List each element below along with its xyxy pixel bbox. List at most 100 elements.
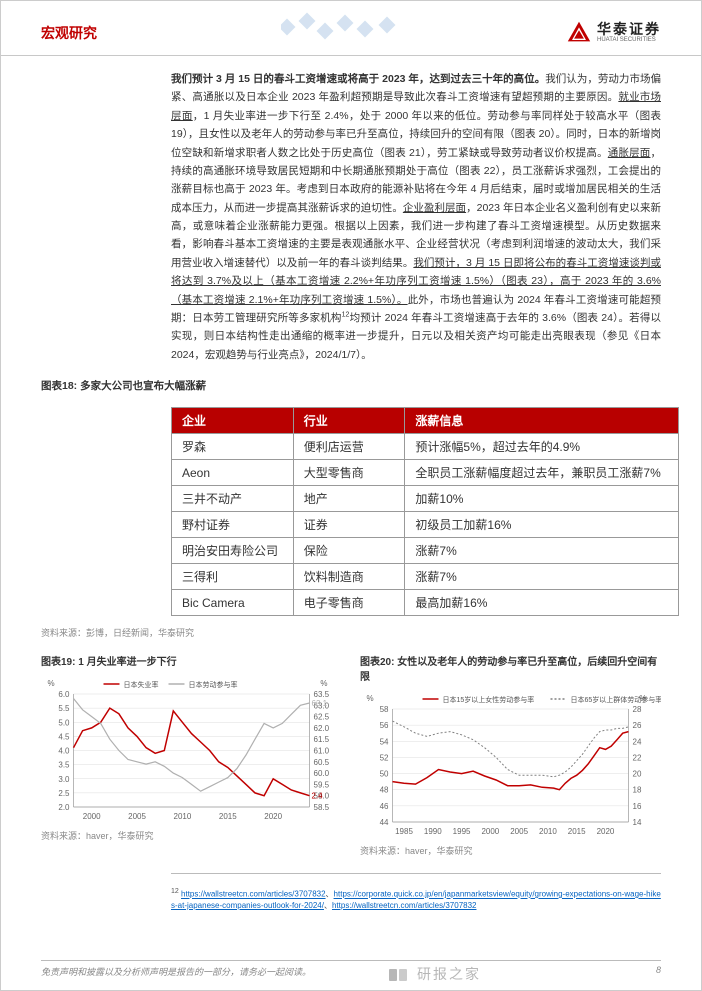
svg-text:28: 28 xyxy=(633,705,642,714)
svg-text:14: 14 xyxy=(633,818,642,827)
svg-text:日本失业率: 日本失业率 xyxy=(124,680,159,689)
svg-text:5.5: 5.5 xyxy=(58,704,70,713)
table-cell: 野村证券 xyxy=(172,512,294,538)
svg-text:58.5: 58.5 xyxy=(314,803,330,812)
chart20-title: 图表20: 女性以及老年人的劳动参与率已升至高位，后续回升空间有限 xyxy=(360,649,661,687)
svg-text:3.5: 3.5 xyxy=(58,761,70,770)
table-cell: 全职员工涨薪幅度超过去年，兼职员工涨薪7% xyxy=(405,460,679,486)
p2: ，1 月失业率进一步下行至 2.4%，处于 2000 年以来的低位。劳动参与率同… xyxy=(171,110,661,159)
footnotes: 12 https://wallstreetcn.com/articles/370… xyxy=(171,873,661,911)
svg-text:63.1: 63.1 xyxy=(312,699,328,708)
table-row: 三得利饮料制造商涨薪7% xyxy=(172,564,679,590)
svg-text:61.5: 61.5 xyxy=(314,735,330,744)
table-cell: 保险 xyxy=(293,538,405,564)
footnote-num: 12 xyxy=(171,888,179,895)
svg-text:24: 24 xyxy=(633,737,642,746)
table-cell: 便利店运营 xyxy=(293,434,405,460)
p3-underline: 通胀层面 xyxy=(608,147,651,159)
svg-text:16: 16 xyxy=(633,802,642,811)
svg-text:%: % xyxy=(48,679,55,688)
svg-text:1990: 1990 xyxy=(424,827,442,836)
svg-text:2010: 2010 xyxy=(539,827,557,836)
table-cell: 涨薪7% xyxy=(405,564,679,590)
table-cell: 罗森 xyxy=(172,434,294,460)
svg-text:62.0: 62.0 xyxy=(314,724,330,733)
charts-row: 图表19: 1 月失业率进一步下行 %2.02.53.03.54.04.55.0… xyxy=(1,649,701,863)
table-header: 企业 xyxy=(172,408,294,434)
header-decoration xyxy=(281,11,441,46)
svg-text:5.0: 5.0 xyxy=(58,718,70,727)
footnote-link[interactable]: https://wallstreetcn.com/articles/370783… xyxy=(332,901,477,910)
chart20-source: 资料来源：haver，华泰研究 xyxy=(360,842,661,863)
chart20-col: 图表20: 女性以及老年人的劳动参与率已升至高位，后续回升空间有限 %%4446… xyxy=(360,649,661,863)
svg-text:2.0: 2.0 xyxy=(58,803,70,812)
svg-text:%: % xyxy=(320,679,327,688)
table-title: 图表18: 多家大公司也宣布大幅涨薪 xyxy=(1,372,701,399)
table-row: Aeon大型零售商全职员工涨薪幅度超过去年，兼职员工涨薪7% xyxy=(172,460,679,486)
chart19-source: 资料来源：haver，华泰研究 xyxy=(41,827,342,848)
chart19-col: 图表19: 1 月失业率进一步下行 %2.02.53.03.54.04.55.0… xyxy=(41,649,342,863)
logo-block: 华泰证券 HUATAI SECURITIES xyxy=(565,19,661,47)
table-cell: Aeon xyxy=(172,460,294,486)
chart19: %2.02.53.03.54.04.55.05.56.058.559.059.5… xyxy=(41,672,342,827)
svg-text:3.0: 3.0 xyxy=(58,775,70,784)
svg-text:54: 54 xyxy=(380,737,389,746)
table-cell: 地产 xyxy=(293,486,405,512)
report-category: 宏观研究 xyxy=(41,23,97,43)
svg-text:18: 18 xyxy=(633,786,642,795)
svg-text:2020: 2020 xyxy=(597,827,615,836)
table-cell: 最高加薪16% xyxy=(405,590,679,616)
p1-bold: 我们预计 3 月 15 日的春斗工资增速或将高于 2023 年，达到过去三十年的… xyxy=(171,73,545,85)
svg-text:20: 20 xyxy=(633,770,642,779)
svg-text:1995: 1995 xyxy=(453,827,471,836)
svg-text:2005: 2005 xyxy=(128,812,146,821)
table-row: 三井不动产地产加薪10% xyxy=(172,486,679,512)
svg-text:61.0: 61.0 xyxy=(314,747,330,756)
svg-text:56: 56 xyxy=(380,721,389,730)
chart19-title: 图表19: 1 月失业率进一步下行 xyxy=(41,649,342,672)
p4-underline: 企业盈利层面 xyxy=(403,202,466,214)
svg-text:50: 50 xyxy=(380,770,389,779)
svg-text:26: 26 xyxy=(633,721,642,730)
table-cell: 饮料制造商 xyxy=(293,564,405,590)
svg-text:2010: 2010 xyxy=(174,812,192,821)
ybook-icon xyxy=(387,967,411,983)
svg-text:4.0: 4.0 xyxy=(58,747,70,756)
table-cell: 电子零售商 xyxy=(293,590,405,616)
svg-text:58: 58 xyxy=(380,705,389,714)
logo-text-cn: 华泰证券 xyxy=(597,22,661,37)
table-wrap: 企业行业涨薪信息 罗森便利店运营预计涨幅5%，超过去年的4.9%Aeon大型零售… xyxy=(1,407,701,624)
footnote-link[interactable]: https://wallstreetcn.com/articles/370783… xyxy=(181,890,326,899)
svg-text:60.0: 60.0 xyxy=(314,769,330,778)
svg-text:2000: 2000 xyxy=(481,827,499,836)
svg-text:2.4: 2.4 xyxy=(312,792,324,801)
table-cell: 加薪10% xyxy=(405,486,679,512)
svg-text:22: 22 xyxy=(633,753,642,762)
disclaimer: 免责声明和披露以及分析师声明是报告的一部分，请务必一起阅读。 xyxy=(41,965,311,978)
table-cell: 明治安田寿险公司 xyxy=(172,538,294,564)
svg-text:2015: 2015 xyxy=(219,812,237,821)
page-header: 宏观研究 华泰证券 HUATAI SECURITIES xyxy=(1,1,701,56)
svg-text:日本65岁以上群体劳动参与率: 日本65岁以上群体劳动参与率 xyxy=(571,695,662,704)
main-paragraph: 我们预计 3 月 15 日的春斗工资增速或将高于 2023 年，达到过去三十年的… xyxy=(1,56,701,372)
table-cell: 证券 xyxy=(293,512,405,538)
table-cell: 涨薪7% xyxy=(405,538,679,564)
table-cell: 大型零售商 xyxy=(293,460,405,486)
svg-text:1985: 1985 xyxy=(395,827,413,836)
svg-text:60.5: 60.5 xyxy=(314,758,330,767)
table-cell: 三得利 xyxy=(172,564,294,590)
table-cell: 初级员工加薪16% xyxy=(405,512,679,538)
wage-table: 企业行业涨薪信息 罗森便利店运营预计涨幅5%，超过去年的4.9%Aeon大型零售… xyxy=(171,407,679,616)
svg-text:2005: 2005 xyxy=(510,827,528,836)
table-row: 罗森便利店运营预计涨幅5%，超过去年的4.9% xyxy=(172,434,679,460)
svg-text:48: 48 xyxy=(380,786,389,795)
svg-text:日本劳动参与率: 日本劳动参与率 xyxy=(189,680,238,689)
page-number: 8 xyxy=(656,965,661,978)
svg-text:6.0: 6.0 xyxy=(58,690,70,699)
table-header: 涨薪信息 xyxy=(405,408,679,434)
table-cell: 预计涨幅5%，超过去年的4.9% xyxy=(405,434,679,460)
table-header: 行业 xyxy=(293,408,405,434)
svg-text:44: 44 xyxy=(380,818,389,827)
table-row: 野村证券证券初级员工加薪16% xyxy=(172,512,679,538)
watermark-text: 研报之家 xyxy=(417,966,481,982)
